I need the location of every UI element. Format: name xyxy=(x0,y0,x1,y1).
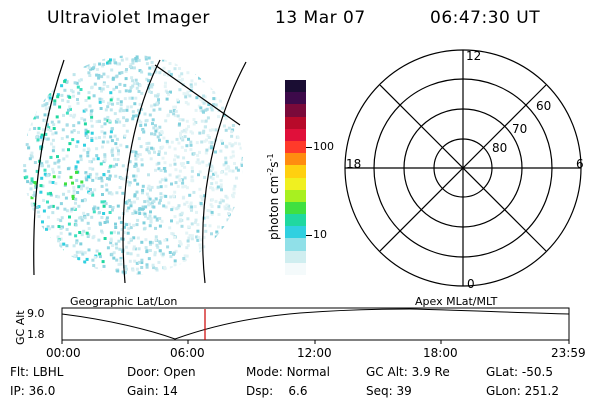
timeline-frame xyxy=(61,307,570,341)
colorbar-segment xyxy=(285,250,306,263)
time-label: 06:47:30 UT xyxy=(430,8,541,28)
status-seq: Seq: 39 xyxy=(366,384,412,398)
status-gain: Gain: 14 xyxy=(127,384,178,398)
colorbar xyxy=(285,80,306,275)
colorbar-segment xyxy=(285,165,306,178)
mlt-label-18: 18 xyxy=(346,157,361,171)
mlt-label-12: 12 xyxy=(466,49,481,63)
colorbar-segment xyxy=(285,104,306,117)
colorbar-segment xyxy=(285,238,306,251)
timeline-xtick-2359: 23:59 xyxy=(551,346,586,360)
timeline-ytick-9: 9.0 xyxy=(27,307,45,320)
polar-diagonal-2 xyxy=(379,84,547,252)
colorbar-segment xyxy=(285,92,306,105)
instrument-title: Ultraviolet Imager xyxy=(47,8,210,28)
status-mode: Mode: Normal xyxy=(246,365,330,379)
status-dsp: Dsp: 6.6 xyxy=(246,384,308,398)
mlt-label-6: 6 xyxy=(576,157,584,171)
mlat-label-80: 80 xyxy=(492,141,507,155)
colorbar-segment xyxy=(285,226,306,239)
mlat-label-60: 60 xyxy=(536,99,551,113)
colorbar-segment xyxy=(285,262,306,275)
colorbar-tick-label-100: 100 xyxy=(313,140,334,153)
status-glon: GLon: 251.2 xyxy=(486,384,559,398)
timeline-xtick-06: 06:00 xyxy=(170,346,205,360)
colorbar-segment xyxy=(285,214,306,227)
colorbar-segment xyxy=(285,201,306,215)
altitude-curve xyxy=(61,308,570,340)
status-ip: IP: 36.0 xyxy=(10,384,56,398)
apex-coord-caption: Apex MLat/MLT xyxy=(415,295,498,308)
timeline-xtick-18: 18:00 xyxy=(423,346,458,360)
colorbar-segment xyxy=(285,189,306,202)
colorbar-segment xyxy=(285,153,306,166)
colorbar-segment xyxy=(285,80,306,93)
colorbar-segment xyxy=(285,128,306,141)
colorbar-tick-10 xyxy=(306,235,312,236)
date-label: 13 Mar 07 xyxy=(275,8,366,28)
status-glat: GLat: -50.5 xyxy=(486,365,553,379)
status-gc-alt: GC Alt: 3.9 Re xyxy=(366,365,450,379)
timeline-xtick-12: 12:00 xyxy=(297,346,332,360)
timeline-ytick-1-8: 1.8 xyxy=(27,328,45,341)
status-door: Door: Open xyxy=(127,365,196,379)
colorbar-tick-label-10: 10 xyxy=(313,228,327,241)
timeline-xtick-00: 00:00 xyxy=(46,346,81,360)
geo-coord-caption: Geographic Lat/Lon xyxy=(70,295,178,308)
colorbar-segment xyxy=(285,177,306,190)
mlat-label-70: 70 xyxy=(512,122,527,136)
status-filter: Flt: LBHL xyxy=(10,365,64,379)
colorbar-tick-100 xyxy=(306,147,312,148)
colorbar-segment xyxy=(285,116,306,129)
colorbar-segment xyxy=(285,140,306,154)
geographic-grid-lines xyxy=(33,59,247,284)
mlt-label-0: 0 xyxy=(467,277,475,291)
